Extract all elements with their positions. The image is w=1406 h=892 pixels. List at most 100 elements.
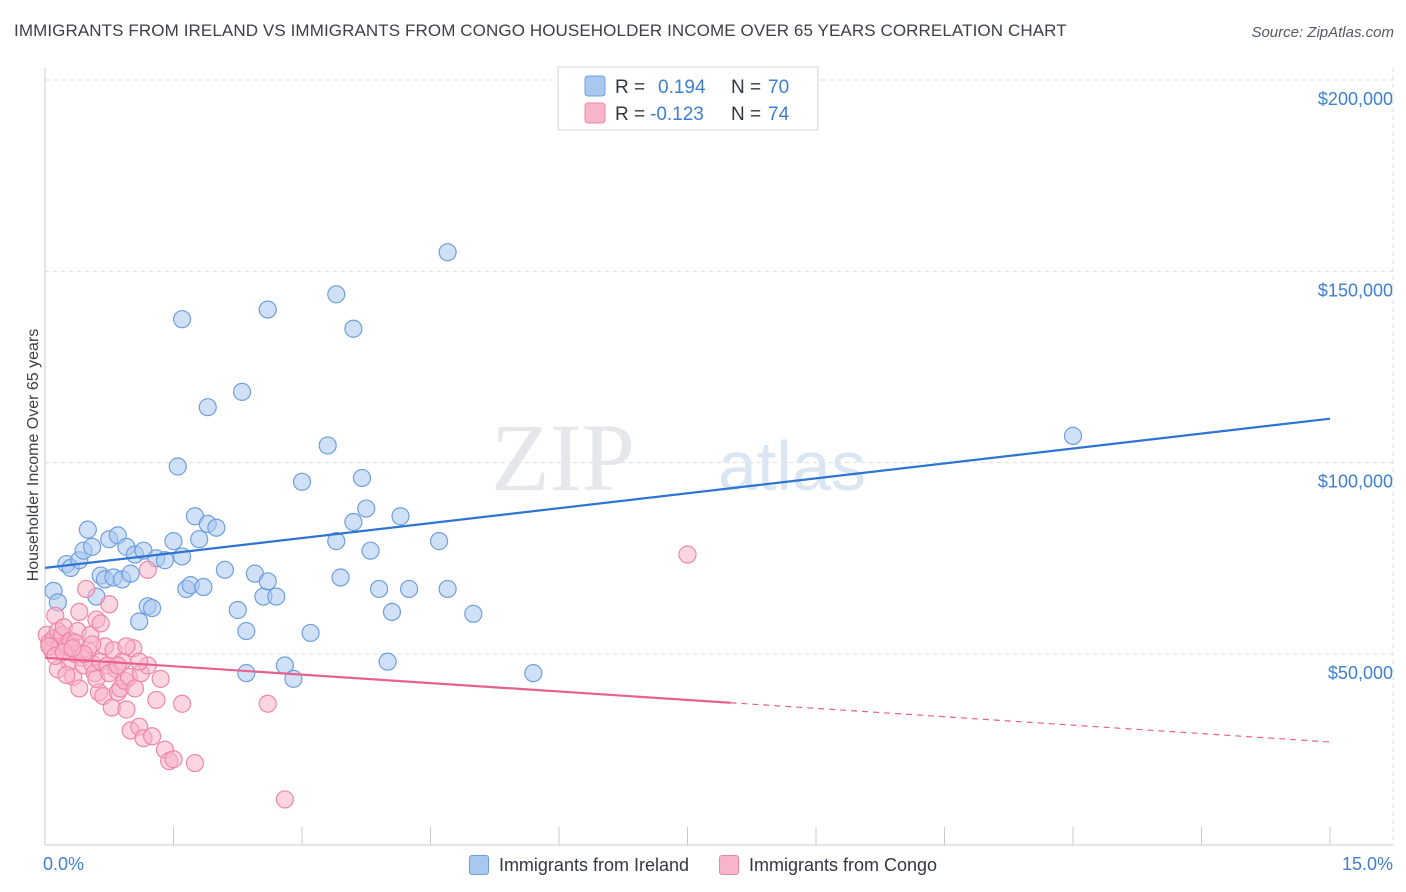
- watermark-atlas: atlas: [718, 427, 866, 505]
- data-point: [258, 300, 277, 319]
- stats-r-label: R =: [615, 77, 645, 98]
- data-point: [77, 579, 96, 599]
- stats-swatch-congo: [584, 102, 606, 124]
- data-point: [125, 679, 145, 698]
- data-point: [164, 750, 183, 769]
- gridlines: [45, 68, 1394, 845]
- data-point: [327, 285, 346, 304]
- trend-lines: [44, 417, 1331, 743]
- stats-swatch-ireland: [584, 75, 606, 97]
- data-point: [215, 560, 234, 579]
- stats-box: R = 0.194 N = 70 R = -0.123 N = 74: [557, 66, 819, 131]
- data-point: [70, 602, 89, 622]
- data-point: [237, 664, 256, 683]
- stats-n-label: N =: [731, 104, 761, 125]
- data-point: [164, 532, 183, 551]
- x-tick-label-max: 15.0%: [1342, 854, 1393, 874]
- legend-swatch-congo: [719, 855, 739, 875]
- series-congo-points: [37, 545, 697, 809]
- data-point: [207, 518, 226, 537]
- data-point: [378, 652, 397, 671]
- data-point: [83, 537, 102, 556]
- data-point: [357, 499, 376, 518]
- data-point: [391, 507, 410, 526]
- stats-n-label: N =: [731, 77, 761, 98]
- y-tick-label: $150,000: [1318, 280, 1393, 300]
- y-tick-label: $100,000: [1318, 472, 1393, 492]
- data-point: [142, 598, 162, 618]
- data-point: [168, 457, 187, 476]
- data-point: [151, 669, 170, 688]
- data-point: [190, 530, 209, 549]
- legend-item-congo: Immigrants from Congo: [719, 852, 937, 878]
- data-point: [194, 577, 213, 597]
- data-point: [121, 564, 140, 583]
- data-point: [524, 664, 543, 683]
- data-point: [155, 551, 175, 570]
- legend-swatch-ireland: [468, 855, 489, 875]
- data-point: [301, 623, 320, 643]
- chart-legend: Immigrants from Ireland Immigrants from …: [0, 852, 1406, 878]
- data-point: [258, 694, 277, 713]
- data-point: [91, 614, 110, 633]
- legend-label-ireland: Immigrants from Ireland: [498, 854, 689, 875]
- data-point: [232, 382, 252, 401]
- data-point: [275, 790, 294, 809]
- data-point: [130, 612, 149, 631]
- data-point: [117, 700, 136, 719]
- data-point: [267, 587, 286, 606]
- data-point: [70, 679, 89, 698]
- y-tick-label: $200,000: [1318, 89, 1393, 109]
- data-point: [57, 665, 76, 685]
- chart-title: IMMIGRANTS FROM IRELAND VS IMMIGRANTS FR…: [14, 21, 1067, 40]
- data-point: [344, 319, 363, 338]
- data-point: [172, 310, 192, 329]
- trend-line-congo: [44, 656, 731, 704]
- watermark-zip: ZIP: [491, 404, 635, 511]
- data-point: [108, 656, 127, 675]
- data-point: [678, 545, 697, 564]
- data-point: [1063, 426, 1083, 445]
- stats-r-label: R =: [615, 104, 645, 125]
- data-point: [258, 572, 277, 591]
- data-point: [318, 436, 337, 455]
- data-point: [138, 560, 157, 579]
- axes: [44, 68, 1393, 846]
- data-point: [361, 541, 380, 560]
- trend-line-congo-extrapolated: [730, 702, 1331, 743]
- data-point: [382, 602, 402, 622]
- data-point: [117, 637, 136, 656]
- data-point: [327, 532, 346, 551]
- stats-r-congo: -0.123: [650, 104, 704, 125]
- data-point: [352, 468, 372, 488]
- stats-n-congo: 74: [768, 104, 790, 125]
- data-point: [344, 512, 363, 532]
- data-point: [147, 690, 166, 710]
- x-tick-label-min: 0.0%: [43, 854, 84, 874]
- y-tick-label: $50,000: [1328, 663, 1393, 683]
- data-point: [142, 727, 162, 746]
- data-point: [429, 532, 449, 551]
- stats-n-ireland: 70: [768, 77, 789, 98]
- data-point: [63, 639, 82, 658]
- data-point: [237, 621, 256, 641]
- source-credit: Source: ZipAtlas.com: [1251, 24, 1394, 41]
- stats-r-ireland: 0.194: [658, 77, 706, 98]
- data-point: [100, 595, 119, 614]
- data-point: [78, 520, 97, 539]
- watermark: ZIP atlas: [491, 404, 866, 511]
- data-point: [331, 568, 350, 587]
- trend-line-ireland: [44, 417, 1331, 569]
- data-point: [292, 472, 312, 491]
- y-tick-labels: $50,000 $100,000 $150,000 $200,000: [1318, 89, 1393, 683]
- data-point: [172, 694, 192, 713]
- data-point: [130, 652, 149, 671]
- data-point: [185, 753, 205, 773]
- data-point: [438, 579, 457, 599]
- data-point: [198, 398, 217, 417]
- data-point: [464, 604, 483, 623]
- series-ireland-points: [44, 243, 1083, 688]
- data-point: [370, 579, 389, 599]
- data-point: [228, 600, 247, 620]
